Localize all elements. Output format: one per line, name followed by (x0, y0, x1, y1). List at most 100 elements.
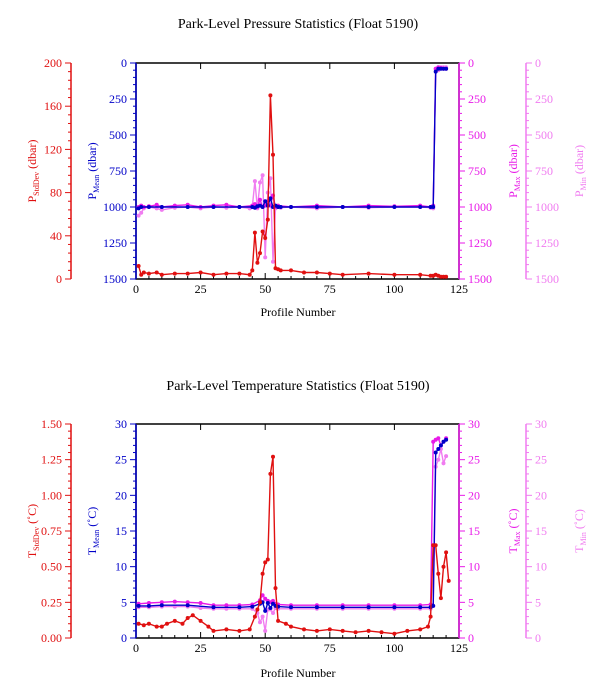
pressure-stddev-point (159, 272, 164, 277)
temperature-stddev-tick-label: 0.75 (41, 524, 62, 538)
temperature-min-point (436, 457, 441, 462)
pressure-stddev-point (247, 272, 252, 277)
pressure-min-label-unit: (dbar) (572, 145, 586, 174)
pressure-stddev-series (136, 93, 449, 279)
temperature-stddev-point (165, 621, 169, 626)
pressure-stddev-point (255, 260, 260, 265)
temperature-stddev-tick-label: 0.50 (41, 560, 62, 574)
pressure-mean-point (211, 205, 216, 209)
temperature-max-tick-label: 15 (468, 524, 480, 538)
temperature-mean-series (136, 437, 449, 614)
temperature-stddev-point (190, 613, 195, 618)
pressure-stddev-point (340, 272, 345, 277)
pressure-mean-point (289, 205, 293, 209)
pressure-max-label-sub: Max (513, 176, 522, 191)
pressure-x-tick-label: 25 (195, 282, 207, 296)
pressure-min-tick-label: 1250 (535, 236, 559, 250)
temperature-mean-tick-label: 0 (121, 631, 127, 645)
pressure-plot-frame (135, 62, 460, 280)
temperature-mean-point (314, 605, 319, 610)
temperature-stddev-point (180, 621, 185, 626)
pressure-min-axis-label: PMin (dbar) (572, 145, 588, 197)
temperature-stddev-tick-label: 0.00 (41, 631, 62, 645)
temperature-stddev-point (444, 550, 449, 555)
temperature-x-tick-label: 50 (259, 641, 271, 655)
temperature-min-point (441, 461, 446, 466)
pressure-stddev-tick-label: 200 (44, 56, 62, 70)
pressure-mean-tick-label: 250 (109, 92, 127, 106)
pressure-mean-tick-label: 0 (121, 56, 127, 70)
pressure-max-tick-label: 1000 (468, 200, 492, 214)
pressure-mean-point (418, 205, 423, 209)
temperature-chart: Park-Level Temperature Statistics (Float… (25, 379, 588, 680)
temperature-mean-tick-label: 20 (115, 488, 127, 502)
temperature-mean-line (138, 439, 447, 614)
temperature-stddev-point (247, 627, 252, 632)
pressure-mean-tick-label: 750 (109, 164, 127, 178)
temperature-min-point (263, 628, 268, 633)
pressure-stddev-point (154, 270, 159, 275)
temperature-mean-point (136, 603, 141, 608)
pressure-min-line (138, 66, 447, 262)
temperature-mean-label-unit: (˚C) (85, 507, 99, 527)
temperature-max-point (185, 600, 190, 605)
temperature-stddev-point (273, 586, 278, 591)
temperature-mean-point (185, 603, 190, 608)
temperature-stddev-point (260, 571, 265, 576)
temperature-min-label-sub: Min (579, 532, 588, 545)
pressure-mean-tick-label: 500 (109, 128, 127, 142)
temperature-mean-point (146, 603, 151, 608)
pressure-min-point (252, 179, 257, 184)
temperature-mean-point (159, 603, 164, 608)
pressure-mean-point (268, 196, 273, 201)
pressure-max-series (136, 65, 449, 209)
temperature-max-line (138, 437, 447, 606)
pressure-min-point (271, 259, 275, 264)
pressure-stddev-point (198, 270, 203, 275)
temperature-x-axis-label: Profile Number (261, 666, 336, 680)
temperature-stddev-label-main: T (25, 550, 39, 558)
pressure-x-axis-label: Profile Number (261, 305, 336, 319)
temperature-max-tick-label: 30 (468, 417, 480, 431)
pressure-stddev-point (185, 271, 190, 276)
temperature-stddev-point (405, 628, 410, 633)
temperature-mean-point (438, 443, 443, 448)
pressure-stddev-point (237, 271, 242, 276)
temperature-max-point (159, 600, 164, 605)
temperature-mean-tick-label: 5 (121, 595, 127, 609)
temperature-max-tick-label: 0 (468, 631, 474, 645)
temperature-stddev-point (265, 557, 270, 562)
pressure-stddev-point (271, 152, 275, 157)
pressure-min-tick-label: 250 (535, 92, 553, 106)
pressure-stddev-point (392, 272, 397, 277)
temperature-stddev-point (198, 618, 203, 623)
pressure-x-tick-label: 100 (385, 282, 403, 296)
temperature-mean-tick-label: 15 (115, 524, 127, 538)
pressure-stddev-point (418, 272, 423, 277)
pressure-stddev-label-unit: (dbar) (25, 139, 39, 168)
temperature-min-tick-label: 10 (535, 560, 547, 574)
temperature-max-tick-label: 10 (468, 560, 480, 574)
pressure-x-tick-label: 125 (450, 282, 468, 296)
pressure-stddev-point (141, 270, 146, 275)
temperature-stddev-point (314, 628, 319, 633)
pressure-min-point (260, 173, 265, 178)
pressure-mean-axis-label: PMean (dbar) (85, 142, 101, 199)
temperature-mean-point (433, 450, 438, 455)
temperature-mean-point (431, 603, 436, 608)
temperature-max-tick-label: 5 (468, 595, 474, 609)
pressure-stddev-tick-label: 80 (50, 186, 62, 200)
temperature-max-axis: 0 5 10 15 20 25 30 TMax (˚C) (458, 417, 522, 645)
temperature-max-tick-label: 25 (468, 453, 480, 467)
pressure-max-label-unit: (dbar) (506, 144, 520, 173)
temperature-stddev-point (366, 628, 371, 633)
pressure-min-point (136, 213, 141, 218)
temperature-stddev-axis: 0.00 0.25 0.50 0.75 1.00 1.25 1.50 TStdDev (˚C) (25, 417, 72, 645)
temperature-max-point (436, 436, 441, 441)
pressure-stddev-point (263, 236, 268, 240)
temperature-mean-point (289, 605, 293, 610)
temperature-stddev-point (426, 624, 430, 629)
pressure-mean-point (433, 69, 438, 74)
temperature-stddev-label-unit: (˚C) (25, 504, 39, 524)
pressure-mean-point (263, 199, 268, 204)
